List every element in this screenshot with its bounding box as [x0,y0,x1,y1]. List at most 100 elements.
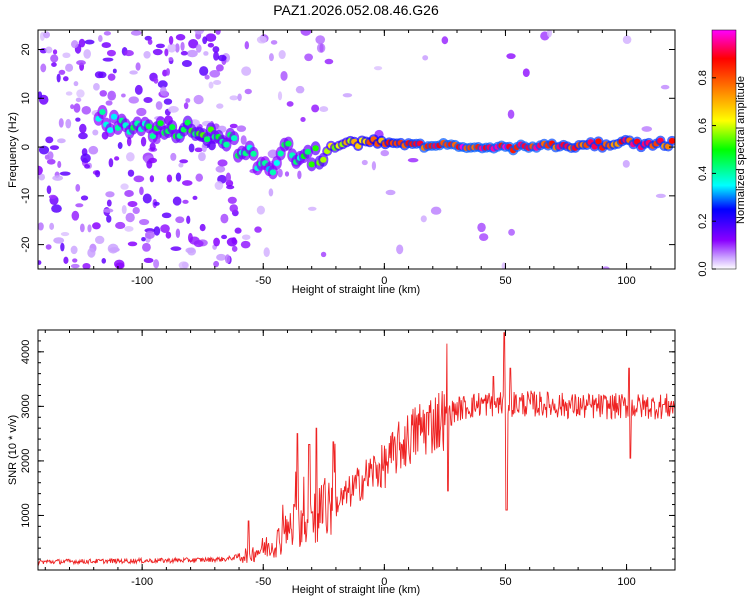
spectrogram-noise-cell [280,70,288,81]
spectrogram-noise-cell [420,215,427,223]
spectrogram-noise-cell [655,193,666,199]
spectrogram-noise-cell [268,53,274,62]
spectrogram-noise-cell [221,234,228,240]
spectrogram-noise-cell [78,132,88,140]
spectrogram-noise-cell [214,181,224,190]
spectrogram-noise-cell [125,152,135,162]
spectrogram-noise-cell [187,247,197,256]
x-tick-label: 100 [617,576,635,588]
spectrogram-noise-cell [213,80,222,85]
spectrogram-noise-cell [57,160,62,169]
y-tick-label: 20 [20,43,32,55]
spectrogram-noise-cell [117,142,123,150]
spectrogram-noise-cell [124,225,134,232]
spectrogram-noise-cell [215,64,224,72]
spectrogram-noise-cell [94,71,104,79]
spectrogram-noise-cell [226,237,238,247]
spectrogram-noise-cell [422,55,429,61]
spectrogram-noise-cell [161,212,172,219]
spectrogram-noise-cell [217,54,227,62]
spectrogram-noise-cell [164,48,169,57]
spectrogram-noise-cell [278,50,286,60]
spectrogram-noise-cell [153,226,161,236]
spectrogram-noise-cell [165,231,172,239]
colorbar-tick-label: 0.8 [697,70,709,85]
spectrogram-noise-cell [75,183,81,192]
x-tick-label: -50 [255,576,271,588]
spectrogram-noise-cell [198,152,206,162]
spectrogram-noise-cell [50,54,59,63]
spectrogram-noise-cell [79,223,85,233]
spectrogram-noise-cell [193,94,204,105]
spectrogram-noise-cell [179,159,189,164]
spectrogram-noise-cell [38,260,42,265]
snr-x-label: Height of straight line (km) [292,584,420,596]
spectrogram-noise-cell [284,171,290,177]
spectrogram-noise-cell [139,186,144,196]
spectrogram-noise-cell [324,58,334,65]
spectrogram-noise-cell [107,90,117,101]
spectrogram-noise-cell [199,223,206,232]
spectrogram-frame [37,29,676,270]
spectrogram-noise-cell [51,204,62,213]
spectrogram-noise-cell [161,91,169,97]
spectrogram-noise-cell [83,49,92,59]
spectrogram-noise-cell [186,49,198,58]
spectrogram-noise-cell [202,36,208,45]
spectrogram-noise-cell [129,70,138,75]
spectrogram-ridge-cell [149,133,157,140]
spectrogram-noise-cell [180,41,185,51]
spectrogram-noise-cell [361,159,368,166]
spectrogram-noise-cell [138,218,150,226]
spectrogram-noise-cell [136,107,147,117]
spectrogram-noise-cell [127,241,138,247]
spectrogram-noise-cell [187,232,193,243]
spectrogram-noise-cell [430,206,442,215]
spectrogram-ridge-cell [320,156,327,163]
spectrogram-noise-cell [175,172,182,182]
spectrogram-noise-cell [135,62,141,71]
spectrogram-noise-cell [101,42,112,49]
spectrogram-noise-cell [149,142,156,152]
spectrogram-noise-cell [479,233,489,242]
spectrogram-y-axis: 20 10 0 -10 -20 [20,43,675,253]
colorbar-tick-label: 0.0 [697,261,709,276]
spectrogram-noise-cell [78,38,86,48]
spectrogram-noise-cell [300,30,312,36]
spectrogram-noise-cell [75,97,82,103]
spectrogram-noise-cell [106,215,112,223]
spectrogram-noise-cell [188,39,199,49]
spectrogram-noise-cell [46,185,52,195]
spectrogram-ridge-cell [203,136,211,143]
spectrogram-noise-cell [81,105,92,115]
spectrogram-ridge-cell [285,140,292,147]
snr-x-axis: -100 -50 0 50 100 [44,330,676,588]
spectrogram-noise-cell [84,164,91,169]
spectrogram-noise-cell [53,237,65,244]
spectrogram-noise-cell [602,266,610,269]
spectrogram-noise-cell [297,170,302,180]
snr-panel: -100 -50 0 50 100 1000 2000 3000 4000 Height of… [7,329,676,596]
spectrogram-noise-cell [57,138,66,144]
spectrogram-noise-cell [396,244,404,255]
spectrogram-noise-cell [143,257,154,264]
spectrogram-noise-cell [134,84,143,95]
spectrogram-noise-cell [320,251,327,258]
spectrogram-noise-cell [103,31,111,36]
spectrogram-noise-cell [45,136,54,144]
spectrogram-noise-cell [188,143,195,153]
spectrogram-noise-cell [155,43,165,49]
spectrogram-noise-cell [170,246,182,251]
spectrogram-noise-cell [38,165,43,176]
spectrogram-noise-cell [52,175,64,181]
spectrogram-noise-cell [267,149,279,159]
spectrogram-noise-cell [59,171,71,176]
spectrogram-noise-cell [234,227,242,234]
spectrogram-noise-cell [213,237,220,247]
spectrogram-noise-cell [163,98,173,105]
spectrogram-noise-cell [101,257,107,264]
spectrogram-noise-cell [45,244,52,250]
spectrogram-noise-cell [216,253,227,261]
spectrogram-noise-cell [193,240,204,248]
